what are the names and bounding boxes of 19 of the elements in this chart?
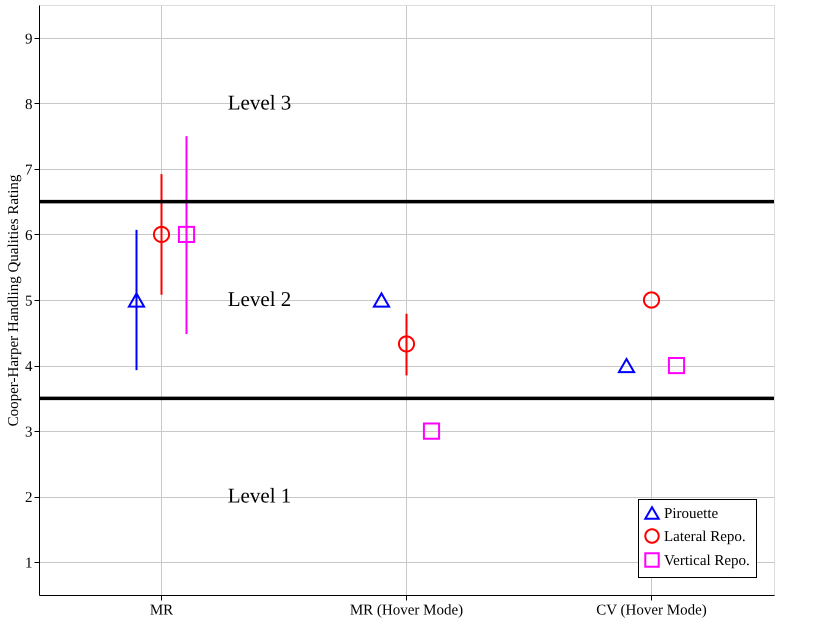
y-tick-label: 8: [25, 96, 32, 113]
y-tick-label: 4: [25, 359, 33, 376]
y-tick-label: 9: [25, 31, 32, 48]
annotation: Level 3: [228, 90, 292, 114]
legend-label: Vertical Repo.: [664, 553, 750, 569]
y-tick-label: 1: [25, 556, 32, 572]
annotation: Level 2: [228, 287, 292, 311]
legend-label: Lateral Repo.: [664, 529, 746, 545]
y-tick-label: 2: [25, 490, 32, 506]
x-tick-label: MR (Hover Mode): [350, 602, 464, 618]
y-tick-label: 5: [25, 294, 32, 310]
annotation: Level 1: [228, 484, 292, 508]
x-tick-label: MR: [150, 602, 174, 618]
y-axis-title: Cooper-Harper Handling Qualities Rating: [6, 174, 22, 426]
y-tick-label: 6: [25, 228, 33, 244]
y-tick-label: 3: [25, 424, 32, 441]
legend-label: Pirouette: [664, 506, 718, 522]
y-tick-label: 7: [25, 162, 33, 178]
x-tick-label: CV (Hover Mode): [596, 602, 707, 618]
